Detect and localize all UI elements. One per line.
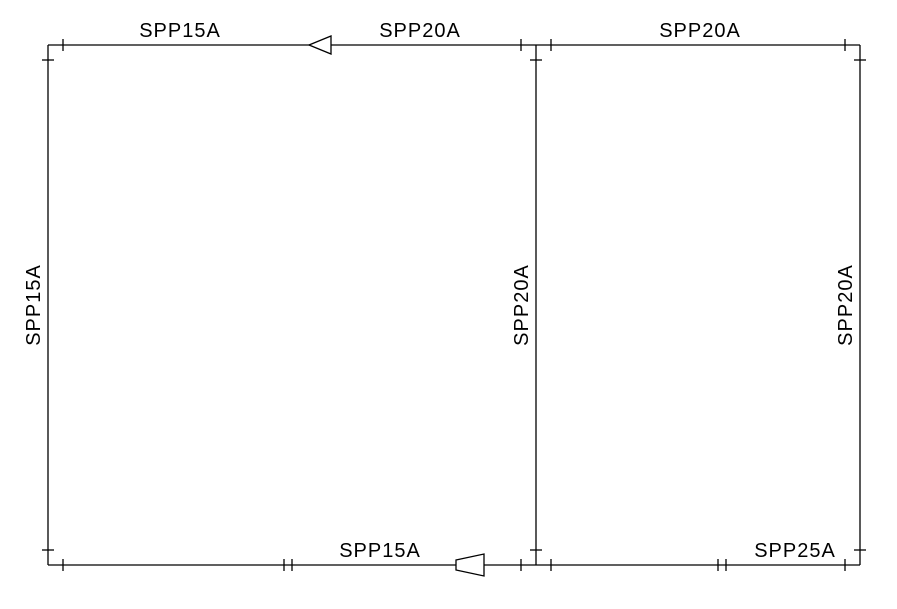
reducer-marker: [456, 554, 484, 576]
reducer-marker: [309, 36, 331, 54]
pipe-label-bot_right: SPP25A: [754, 540, 836, 562]
pipe-label-top_right: SPP20A: [659, 20, 741, 42]
pipe-label-left: SPP15A: [23, 264, 45, 346]
pipe-label-center: SPP20A: [511, 264, 533, 346]
pipe-label-top_mid: SPP20A: [379, 20, 461, 42]
pipe-label-top_left: SPP15A: [139, 20, 221, 42]
pipe-label-bot_left: SPP15A: [339, 540, 421, 562]
pipe-label-right: SPP20A: [835, 264, 857, 346]
